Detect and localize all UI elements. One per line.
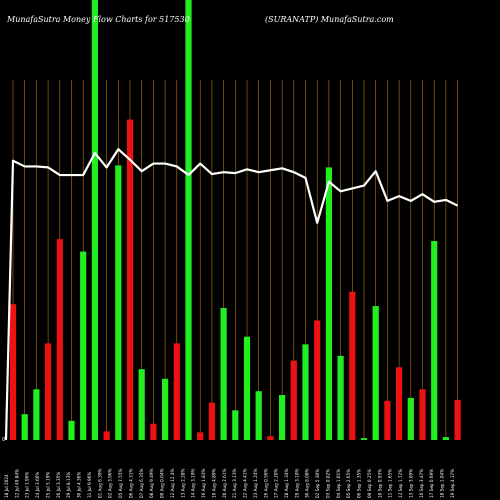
x-tick-label: 13 Sep 3.09% bbox=[408, 469, 413, 498]
x-tick-label: 06 Sep 1.35% bbox=[357, 469, 362, 498]
money-flow-bar-down bbox=[419, 389, 426, 440]
money-flow-bar-down bbox=[396, 367, 403, 440]
x-tick-label: 16 Sep 3.47% bbox=[419, 469, 424, 498]
money-flow-bar-down bbox=[126, 119, 134, 440]
money-flow-bar-up bbox=[255, 391, 262, 440]
money-flow-bar-up bbox=[68, 420, 75, 440]
money-flow-bar-down bbox=[150, 423, 157, 440]
money-flow-bar-up bbox=[407, 397, 414, 440]
x-tick-label: 06 Aug 4.31% bbox=[128, 469, 133, 498]
x-tick-label: 01 Aug 6.39% bbox=[97, 469, 102, 498]
money-flow-bar-down bbox=[56, 239, 63, 440]
money-flow-bar-down bbox=[290, 360, 297, 440]
money-flow-bar-down bbox=[173, 343, 180, 440]
x-tick-label: 23 Jul 1.96% bbox=[25, 472, 30, 498]
x-tick-label: 25 Jul 5.19% bbox=[45, 472, 50, 498]
x-tick-label: 22 Jul 49.84% bbox=[14, 469, 19, 498]
x-tick-label: 29 Aug 3.10% bbox=[294, 469, 299, 498]
x-tick-label: 17 Sep 0.69% bbox=[429, 469, 434, 498]
y-axis-zero-mark: 0 bbox=[2, 437, 5, 443]
money-flow-bar-up bbox=[232, 410, 239, 440]
money-flow-bar-up bbox=[337, 355, 344, 440]
x-tick-label: 05 Sep 2.65% bbox=[346, 469, 351, 498]
x-tick-label: 27 Aug 2.20% bbox=[274, 469, 279, 498]
money-flow-bar-up bbox=[431, 241, 438, 440]
money-flow-bar-up bbox=[325, 167, 332, 440]
money-flow-bar-down bbox=[208, 402, 215, 440]
money-flow-bar-up bbox=[220, 308, 227, 440]
chart-bars bbox=[9, 0, 461, 441]
x-tick-label: 10 Sep 0.93% bbox=[377, 469, 382, 498]
money-flow-bar-down bbox=[267, 436, 274, 440]
money-flow-bar-up bbox=[80, 251, 87, 440]
money-flow-bar-down bbox=[314, 320, 321, 440]
x-tick-label: 18 Sep 1.04% bbox=[440, 469, 445, 498]
money-flow-bar-up bbox=[360, 438, 368, 440]
money-flow-bar-up bbox=[372, 306, 379, 440]
x-tick-label: 19 Aug 4.89% bbox=[211, 469, 216, 498]
money-flow-bar-up bbox=[33, 389, 40, 440]
x-tick-label: 23 Aug 1.24% bbox=[253, 469, 258, 498]
x-tick-label: 20 Aug 2.61% bbox=[222, 469, 227, 498]
x-tick-label: 24 Jul 3.66% bbox=[35, 472, 40, 498]
x-tick-label: 31 Jul 9.96% bbox=[87, 472, 92, 498]
x-tick-label: 12 Sep 1.72% bbox=[398, 469, 403, 498]
x-tick-label: 28 Aug 1.34% bbox=[284, 469, 289, 498]
x-tick-label: 04 Sep 1.01% bbox=[336, 469, 341, 498]
x-tick-label: 13 Aug 2.28% bbox=[180, 469, 185, 498]
money-flow-bar-down bbox=[45, 343, 52, 440]
money-flow-bar-up bbox=[185, 0, 192, 440]
money-flow-bar-down bbox=[9, 304, 17, 440]
x-tick-label: 26 Jul 3.35% bbox=[56, 472, 61, 498]
x-tick-labels: 18 Jul 2024 22 Jul 49.84% 23 Jul 1.96% 24 J… bbox=[4, 469, 455, 498]
money-flow-line bbox=[4, 148, 459, 441]
x-tick-label: 14 Aug 3.19% bbox=[191, 469, 196, 498]
money-flow-bar-up bbox=[115, 165, 122, 441]
x-tick-label: 22 Aug 4.41% bbox=[243, 469, 248, 498]
x-tick-label: 19 Sep 4.17% bbox=[450, 469, 455, 498]
money-flow-bar-up bbox=[442, 437, 449, 440]
x-tick-label: 05 Aug 7.55% bbox=[118, 469, 123, 498]
x-tick-label: 30 Jul 4.36% bbox=[77, 472, 82, 498]
money-flow-bar-down bbox=[384, 400, 391, 440]
x-tick-label: 29 Jul 8.13% bbox=[66, 472, 71, 498]
money-flow-bar-up bbox=[162, 378, 169, 440]
money-flow-bar-up bbox=[302, 344, 309, 440]
chart-title-right: (SURANATP) MunafaSutra.com bbox=[265, 15, 394, 24]
x-tick-label: 02 Sep 5.30% bbox=[315, 469, 320, 498]
x-tick-label: 11 Sep 1.65% bbox=[388, 469, 393, 498]
x-tick-label: 09 Sep 0.25% bbox=[367, 469, 372, 498]
money-flow-bar-up bbox=[138, 369, 145, 440]
money-flow-bar-down bbox=[349, 291, 356, 440]
x-tick-label: 08 Aug 9.49% bbox=[149, 469, 154, 498]
money-flow-bar-up bbox=[91, 0, 98, 440]
money-flow-bar-down bbox=[454, 399, 461, 440]
money-flow-bar-down bbox=[197, 432, 204, 440]
money-flow-bar-up bbox=[243, 336, 251, 440]
x-tick-label: 30 Aug 8.08% bbox=[305, 469, 310, 498]
x-tick-label: 07 Aug 6.35% bbox=[139, 469, 144, 498]
x-tick-label: 21 Aug 3.13% bbox=[232, 469, 237, 498]
money-flow-bar-up bbox=[21, 414, 28, 440]
x-tick-label: 12 Aug 12.4% bbox=[170, 469, 175, 498]
x-tick-label: 03 Sep 0.02% bbox=[325, 469, 330, 498]
x-tick-label: 02 Aug 3.96% bbox=[108, 469, 113, 498]
chart-title-left: MunafaSutra Money Flow Charts for 517530 bbox=[6, 15, 190, 24]
x-tick-label: 26 Aug 0.56% bbox=[263, 469, 268, 498]
x-tick-label: 18 Jul 2024 bbox=[4, 474, 9, 498]
x-tick-label: 16 Aug 1.83% bbox=[201, 469, 206, 498]
money-flow-bar-down bbox=[103, 431, 110, 440]
money-flow-bar-up bbox=[279, 395, 286, 440]
x-tick-label: 09 Aug 0.04% bbox=[160, 469, 165, 498]
